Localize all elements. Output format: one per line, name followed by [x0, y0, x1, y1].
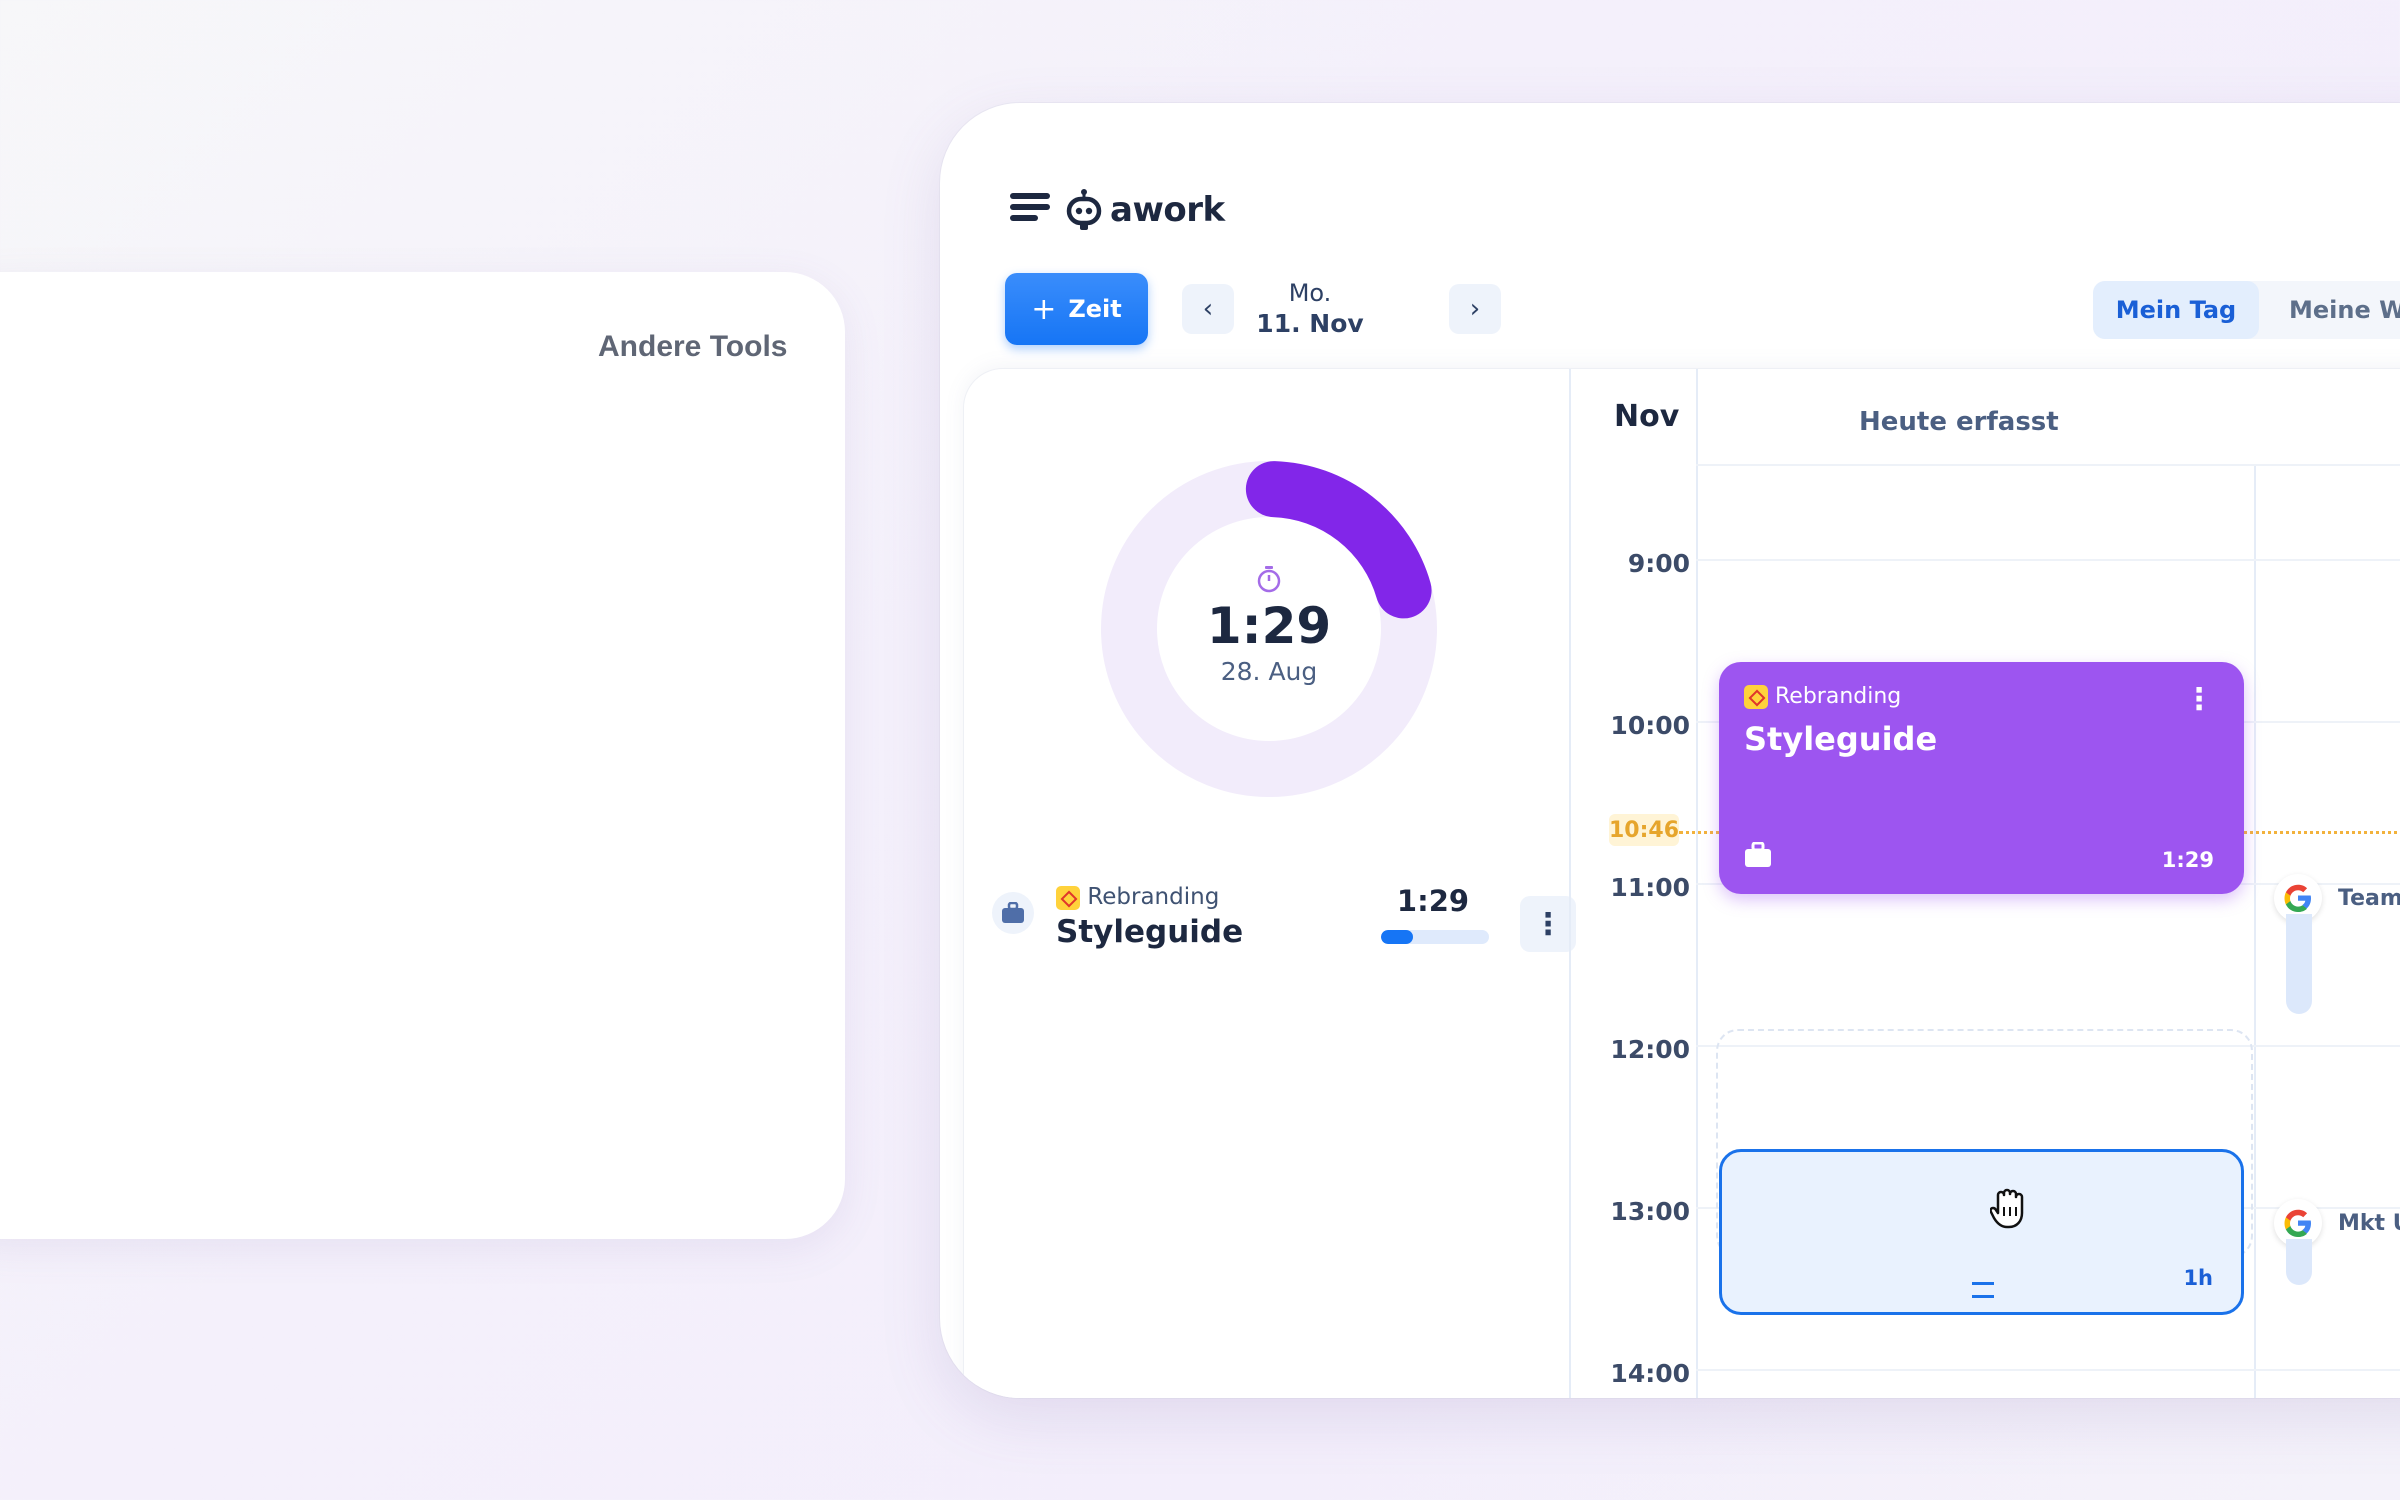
- calendar-column-header: Heute erfasst: [1859, 407, 2059, 437]
- new-event-block[interactable]: 1h: [1719, 1149, 2244, 1315]
- app-window: awork + Zeit ‹ Mo. 11. Nov › Mein Tag Me…: [940, 103, 2400, 1398]
- grid-line: [1696, 1369, 2400, 1371]
- grid-line: [1696, 559, 2400, 561]
- event-title: Styleguide: [1744, 720, 1938, 758]
- column-divider: [2254, 464, 2256, 1398]
- panel-divider: [1569, 369, 1571, 1398]
- robot-logo-icon: [1066, 189, 1102, 230]
- view-switch: Mein Tag Meine Wo: [2093, 281, 2400, 339]
- date-weekday: Mo.: [1288, 279, 1332, 307]
- event-project-label: Rebranding: [1775, 684, 1902, 709]
- grid-line: [1696, 1045, 2400, 1047]
- hour-label: 12:00: [1610, 1035, 1690, 1064]
- hour-label: 10:00: [1610, 711, 1690, 740]
- date-display: Mo. 11. Nov: [1240, 279, 1380, 341]
- hour-label: 13:00: [1610, 1197, 1690, 1226]
- tracking-project-label: Rebranding: [1087, 884, 1220, 910]
- tracking-progress-bar: [1381, 930, 1489, 944]
- timer-date: 28. Aug: [1220, 657, 1318, 686]
- plus-icon: +: [1031, 291, 1057, 327]
- view-my-day-tab[interactable]: Mein Tag: [2093, 281, 2259, 339]
- hour-label: 9:00: [1627, 549, 1690, 578]
- menu-icon[interactable]: [1010, 193, 1050, 227]
- header-line: [1696, 464, 2400, 466]
- view-my-week-tab[interactable]: Meine Wo: [2289, 296, 2400, 324]
- event-duration-pill: [2286, 1239, 2312, 1285]
- more-options-button[interactable]: ⋮: [1520, 896, 1576, 952]
- other-tools-card: Andere Tools: [0, 272, 845, 1239]
- tracking-time: 1:29: [1396, 884, 1470, 918]
- stopwatch-icon: [1257, 566, 1281, 593]
- main-panel: 1:29 28. Aug Rebranding Styleguide 1:29 …: [963, 368, 2400, 1398]
- prev-day-button[interactable]: ‹: [1182, 284, 1234, 334]
- tracking-task: Styleguide: [1056, 914, 1244, 950]
- chevron-left-icon: ‹: [1202, 294, 1214, 324]
- next-day-button[interactable]: ›: [1449, 284, 1501, 334]
- tracking-entry[interactable]: Rebranding Styleguide 1:29 ⋮: [992, 884, 1576, 964]
- calendar-event[interactable]: Rebranding Styleguide ⋮ 1:29: [1719, 662, 2244, 894]
- grab-cursor-icon: [1990, 1188, 2024, 1229]
- date-day: 11. Nov: [1256, 309, 1364, 338]
- event-project: Rebranding: [1744, 684, 1901, 709]
- hour-label: 14:00: [1610, 1359, 1690, 1388]
- new-event-duration: 1h: [2183, 1266, 2213, 1290]
- timer-value: 1:29: [1206, 597, 1332, 655]
- resize-handle-icon[interactable]: [1972, 1282, 1994, 1298]
- current-time-label: 10:46: [1609, 814, 1679, 846]
- google-event-title: Mkt Up: [2338, 1211, 2400, 1236]
- calendar-month: Nov: [1614, 399, 1680, 434]
- tracking-project: Rebranding: [1056, 884, 1219, 910]
- add-time-label: Zeit: [1068, 295, 1122, 323]
- google-event[interactable]: Mkt Up: [2274, 1199, 2400, 1285]
- timer-donut: [1101, 461, 1437, 797]
- project-badge-icon: [1056, 885, 1080, 910]
- logo-text: awork: [1110, 190, 1225, 230]
- tracking-progress-fill: [1381, 930, 1414, 944]
- project-badge-icon: [1744, 685, 1768, 709]
- add-time-button[interactable]: + Zeit: [1005, 273, 1148, 345]
- event-more-icon[interactable]: ⋮: [2184, 682, 2214, 717]
- awork-logo: awork: [1066, 185, 1225, 235]
- timer-progress-arc: [1245, 461, 1432, 619]
- more-vertical-icon: ⋮: [1533, 906, 1563, 942]
- google-event-title: Team-: [2338, 886, 2400, 911]
- other-tools-title: Andere Tools: [598, 330, 788, 363]
- chevron-right-icon: ›: [1469, 294, 1481, 324]
- hour-label: 11:00: [1610, 873, 1690, 902]
- google-event[interactable]: Team-: [2274, 874, 2400, 1014]
- briefcase-icon: [1744, 841, 1772, 872]
- event-duration-pill: [2286, 914, 2312, 1014]
- event-duration: 1:29: [2161, 848, 2214, 872]
- briefcase-icon: [992, 892, 1034, 934]
- google-icon: [2274, 1199, 2322, 1247]
